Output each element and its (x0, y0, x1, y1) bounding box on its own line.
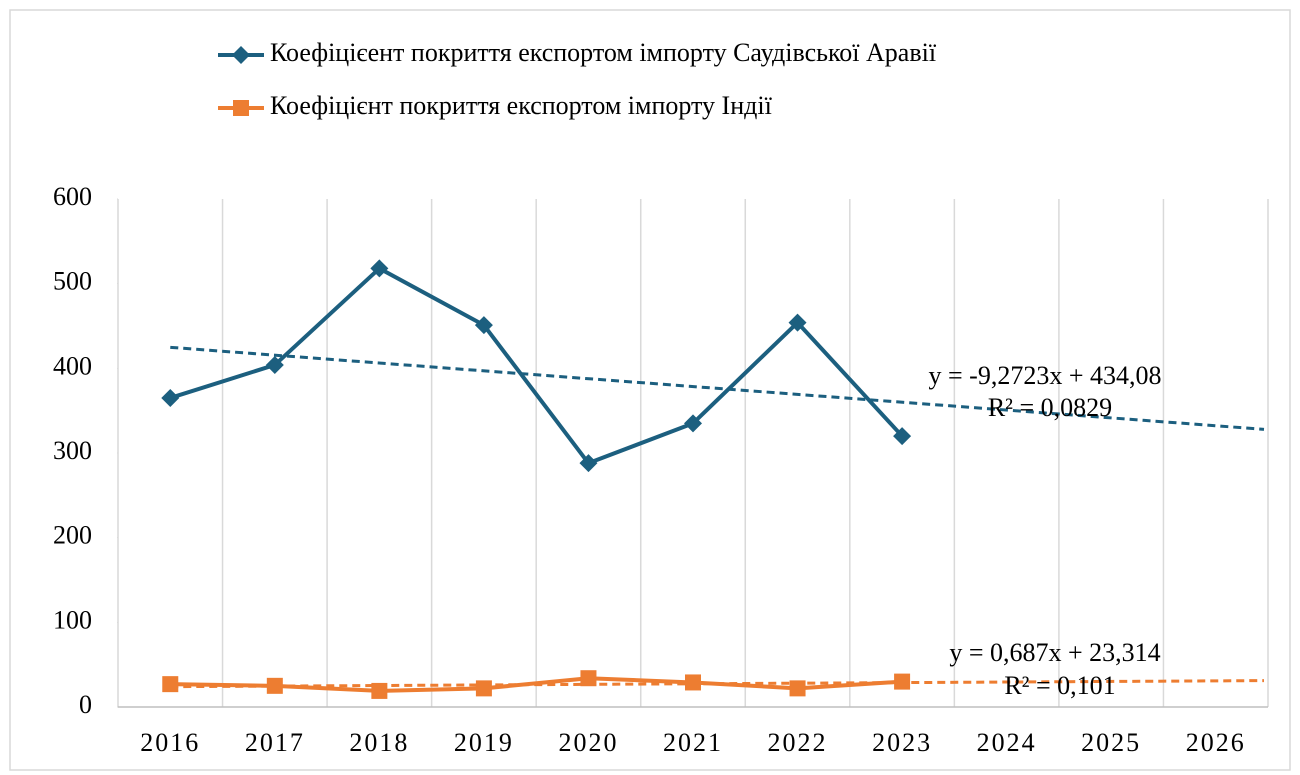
x-tick-label: 2026 (1186, 728, 1246, 757)
trendline-r2: R² = 0,101 (1004, 671, 1115, 700)
point (233, 100, 249, 116)
x-tick-label: 2024 (977, 728, 1037, 757)
y-tick-label: 100 (53, 605, 92, 634)
legend-label: Коефіцієент покриття експортом імпорту С… (270, 38, 937, 67)
point (894, 673, 911, 690)
point (789, 680, 806, 697)
point (232, 46, 250, 64)
y-tick-label: 600 (53, 182, 92, 211)
point (579, 454, 598, 473)
y-tick-label: 0 (79, 690, 92, 719)
x-tick-label: 2019 (454, 728, 514, 757)
point (893, 427, 912, 446)
x-tick-label: 2018 (349, 728, 409, 757)
x-tick-label: 2025 (1081, 728, 1141, 757)
point (580, 670, 597, 687)
point (475, 680, 492, 697)
point (370, 259, 389, 278)
x-tick-label: 2021 (663, 728, 723, 757)
point (371, 682, 388, 699)
y-tick-label: 400 (53, 351, 92, 380)
trendline-equation: y = 0,687x + 23,314 (949, 638, 1160, 667)
point (684, 414, 702, 433)
x-tick-label: 2016 (140, 728, 200, 757)
legend-label: Коефіцієнт покриття експортом імпорту Ін… (270, 91, 773, 120)
x-tick-label: 2020 (558, 728, 618, 757)
y-tick-label: 200 (53, 521, 92, 550)
point (265, 355, 284, 374)
y-tick-label: 500 (53, 267, 92, 296)
x-tick-label: 2023 (872, 728, 932, 757)
series-line (170, 676, 903, 693)
point (685, 674, 701, 691)
chart-border (9, 9, 1291, 771)
x-tick-label: 2022 (768, 728, 828, 757)
point (161, 388, 180, 407)
y-tick-label: 300 (53, 436, 92, 465)
point (788, 313, 807, 332)
trendline-r2: R² = 0,0829 (988, 393, 1112, 422)
series-line (169, 266, 904, 466)
point (474, 316, 493, 335)
x-tick-label: 2017 (245, 728, 305, 757)
trendline (170, 345, 1265, 431)
point (162, 676, 179, 693)
point (266, 677, 283, 694)
trendline-equation: y = -9,2723x + 434,08 (929, 361, 1162, 390)
